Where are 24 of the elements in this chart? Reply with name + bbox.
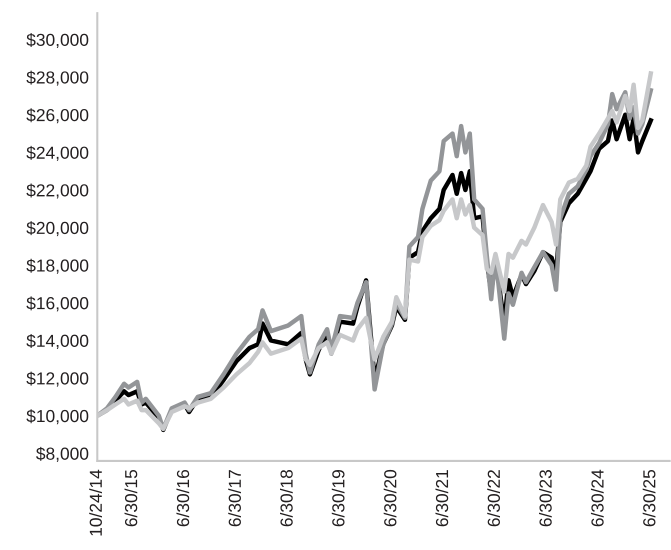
y-tick-label: $12,000 bbox=[26, 372, 88, 387]
y-tick-label: $18,000 bbox=[26, 258, 88, 274]
x-tick-label: 6/30/24 bbox=[590, 470, 604, 526]
y-tick-label: $22,000 bbox=[26, 183, 88, 199]
y-tick-label: $16,000 bbox=[26, 296, 88, 312]
x-tick-label: 6/30/18 bbox=[280, 470, 293, 526]
x-tick-label: 10/24/14 bbox=[89, 470, 102, 536]
y-tick-label: $24,000 bbox=[26, 146, 88, 161]
x-tick-label: 6/30/20 bbox=[384, 470, 396, 526]
y-tick-label: $28,000 bbox=[26, 70, 88, 86]
y-tick-label: $26,000 bbox=[26, 108, 88, 124]
x-tick-label: 6/30/21 bbox=[435, 470, 448, 526]
y-tick-label: $14,000 bbox=[26, 334, 88, 350]
y-tick-label: $10,000 bbox=[26, 409, 88, 424]
x-tick-label: 6/30/23 bbox=[539, 470, 552, 526]
x-tick-label: 6/30/22 bbox=[487, 470, 500, 526]
x-tick-label: 6/30/25 bbox=[642, 470, 656, 526]
x-tick-label: 6/30/19 bbox=[332, 470, 345, 526]
x-tick-label: 6/30/16 bbox=[176, 470, 190, 526]
y-tick-label: $8,000 bbox=[36, 446, 88, 462]
y-tick-label: $20,000 bbox=[26, 221, 88, 236]
y-tick-label: $30,000 bbox=[26, 32, 88, 48]
x-tick-label: 6/30/15 bbox=[124, 470, 138, 526]
x-tick-label: 6/30/17 bbox=[228, 470, 241, 526]
